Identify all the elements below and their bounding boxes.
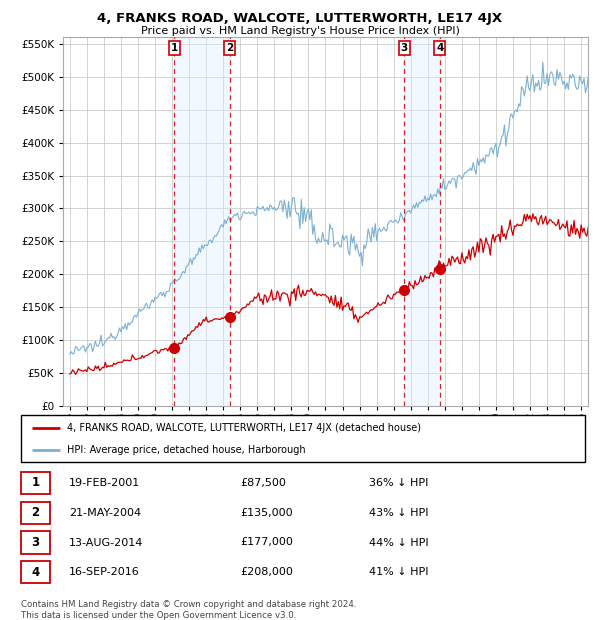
Text: 13-AUG-2014: 13-AUG-2014 <box>69 538 143 547</box>
Text: 44% ↓ HPI: 44% ↓ HPI <box>369 538 428 547</box>
Text: £135,000: £135,000 <box>240 508 293 518</box>
Bar <box>404 37 440 406</box>
Text: £87,500: £87,500 <box>240 478 286 488</box>
Text: 2: 2 <box>226 43 233 53</box>
Text: 43% ↓ HPI: 43% ↓ HPI <box>369 508 428 518</box>
Text: £177,000: £177,000 <box>240 538 293 547</box>
Text: Price paid vs. HM Land Registry's House Price Index (HPI): Price paid vs. HM Land Registry's House … <box>140 26 460 36</box>
Text: 1: 1 <box>170 43 178 53</box>
Text: 4: 4 <box>436 43 443 53</box>
Text: £208,000: £208,000 <box>240 567 293 577</box>
Bar <box>175 37 230 406</box>
Text: Contains HM Land Registry data © Crown copyright and database right 2024.
This d: Contains HM Land Registry data © Crown c… <box>21 600 356 619</box>
Text: 4, FRANKS ROAD, WALCOTE, LUTTERWORTH, LE17 4JX (detached house): 4, FRANKS ROAD, WALCOTE, LUTTERWORTH, LE… <box>67 423 421 433</box>
Text: 36% ↓ HPI: 36% ↓ HPI <box>369 478 428 488</box>
Text: 3: 3 <box>31 536 40 549</box>
Text: 16-SEP-2016: 16-SEP-2016 <box>69 567 140 577</box>
Text: 21-MAY-2004: 21-MAY-2004 <box>69 508 141 518</box>
Text: 41% ↓ HPI: 41% ↓ HPI <box>369 567 428 577</box>
Text: HPI: Average price, detached house, Harborough: HPI: Average price, detached house, Harb… <box>67 445 306 455</box>
Text: 19-FEB-2001: 19-FEB-2001 <box>69 478 140 488</box>
Text: 2: 2 <box>31 507 40 519</box>
Text: 1: 1 <box>31 477 40 489</box>
Text: 4: 4 <box>31 566 40 578</box>
Text: 4, FRANKS ROAD, WALCOTE, LUTTERWORTH, LE17 4JX: 4, FRANKS ROAD, WALCOTE, LUTTERWORTH, LE… <box>97 12 503 25</box>
Text: 3: 3 <box>401 43 408 53</box>
